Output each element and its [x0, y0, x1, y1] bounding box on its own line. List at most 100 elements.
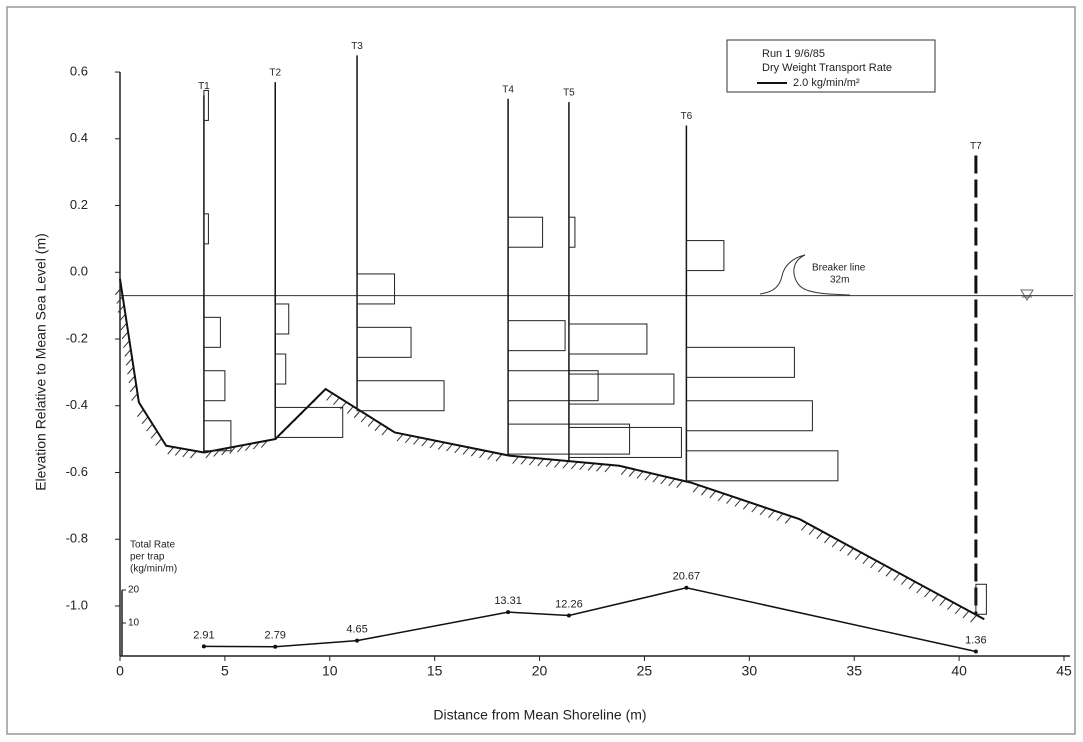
transport-bar: [357, 381, 444, 411]
transport-bar: [204, 371, 225, 401]
hatch: [817, 532, 823, 539]
hatch: [571, 462, 577, 469]
total-rate-tick-label: 20: [128, 585, 140, 596]
hatch: [596, 464, 602, 471]
transport-bar: [204, 317, 221, 347]
hatch: [121, 323, 127, 330]
hatch: [894, 573, 900, 580]
transport-bar: [569, 374, 674, 404]
hatch: [414, 437, 420, 444]
hatch: [438, 442, 444, 449]
y-axis-label: Elevation Relative to Mean Sea Level (m): [33, 233, 49, 491]
y-tick-label: -0.2: [66, 330, 88, 345]
total-rate-label: Total Rate: [130, 540, 175, 551]
transport-bar: [686, 401, 812, 431]
hatch: [123, 341, 129, 348]
hatch: [382, 428, 388, 435]
total-rate-value-label: 20.67: [673, 571, 701, 583]
total-rate-point: [684, 586, 688, 590]
legend-title: Run 1 9/6/85: [762, 48, 825, 60]
hatch: [156, 439, 162, 446]
hatch: [118, 305, 124, 312]
y-tick-label: -0.8: [66, 531, 88, 546]
hatch: [129, 376, 135, 383]
hatch: [397, 434, 403, 441]
hatch: [718, 494, 724, 501]
hatch: [621, 468, 627, 475]
hatch: [777, 514, 783, 521]
y-tick-label: 0.0: [70, 264, 88, 279]
x-tick-label: 0: [116, 663, 124, 679]
transport-bar: [976, 584, 987, 614]
hatch: [361, 415, 367, 422]
hatch: [948, 603, 954, 610]
total-rate-value-label: 13.31: [494, 595, 522, 607]
hatch: [693, 485, 699, 492]
transport-bar: [508, 217, 542, 247]
trap-label: T5: [563, 88, 575, 99]
transport-bar: [275, 354, 286, 384]
x-tick-label: 35: [846, 663, 862, 679]
x-tick-label: 10: [322, 663, 338, 679]
total-rate-point: [273, 645, 277, 649]
hatch: [878, 565, 884, 572]
total-rate-point: [506, 610, 510, 614]
hatch: [637, 471, 643, 478]
y-tick-label: -0.6: [66, 464, 88, 479]
hatch: [147, 424, 153, 431]
hatch: [653, 475, 659, 482]
x-tick-label: 15: [427, 663, 443, 679]
hatch: [446, 444, 452, 451]
x-tick-label: 40: [951, 663, 967, 679]
transport-bar: [569, 217, 575, 247]
hatch: [538, 459, 544, 466]
hatch: [752, 505, 758, 512]
y-tick-label: -1.0: [66, 597, 88, 612]
hatch: [971, 615, 977, 622]
total-rate-point: [567, 614, 571, 618]
transport-bar: [508, 321, 565, 351]
hatch: [513, 457, 519, 464]
hatch: [521, 457, 527, 464]
trap-label: T7: [970, 141, 982, 152]
transport-bar: [204, 421, 231, 451]
hatch: [917, 586, 923, 593]
trap-label: T2: [269, 68, 281, 79]
water-level-symbol: [1021, 290, 1033, 300]
total-rate-tick-label: 10: [128, 618, 140, 629]
x-tick-label: 30: [742, 663, 758, 679]
transport-bar: [508, 371, 598, 401]
legend-label: 2.0 kg/min/m²: [793, 77, 860, 89]
hatch: [848, 548, 854, 555]
total-rate-value-label: 1.36: [965, 634, 986, 646]
hatch: [375, 424, 381, 431]
hatch: [546, 460, 552, 467]
seabed-profile: [120, 279, 984, 619]
hatch: [340, 402, 346, 409]
hatch: [430, 441, 436, 448]
legend-subtitle: Dry Weight Transport Rate: [762, 62, 892, 74]
hatch: [333, 398, 339, 405]
x-tick-label: 5: [221, 663, 229, 679]
hatch: [125, 349, 131, 356]
hatch: [142, 417, 148, 424]
hatch: [955, 607, 961, 614]
hatch: [669, 479, 675, 486]
hatch: [555, 460, 561, 467]
hatch: [354, 411, 360, 418]
hatch: [940, 598, 946, 605]
hatch: [368, 419, 374, 426]
hatch: [855, 553, 861, 560]
hatch: [801, 523, 807, 530]
hatch: [580, 463, 586, 470]
total-rate-label: per trap: [130, 552, 165, 563]
hatch: [471, 449, 477, 456]
total-rate-value-label: 2.79: [265, 630, 286, 642]
total-rate-point: [974, 650, 978, 654]
hatch: [190, 451, 196, 458]
transport-bar: [686, 347, 794, 377]
transport-bar: [275, 304, 289, 334]
hatch: [126, 358, 132, 365]
hatch: [422, 439, 428, 446]
hatch: [463, 447, 469, 454]
